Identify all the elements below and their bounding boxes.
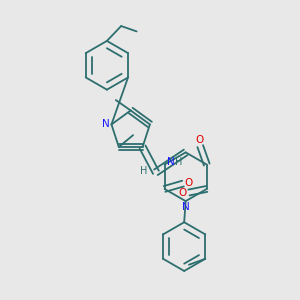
Text: N: N (102, 118, 110, 128)
Text: N: N (167, 157, 175, 166)
Text: O: O (185, 178, 193, 188)
Text: H: H (140, 166, 148, 176)
Text: H: H (175, 157, 182, 166)
Text: N: N (182, 202, 190, 212)
Text: O: O (179, 188, 187, 198)
Text: O: O (196, 135, 204, 145)
